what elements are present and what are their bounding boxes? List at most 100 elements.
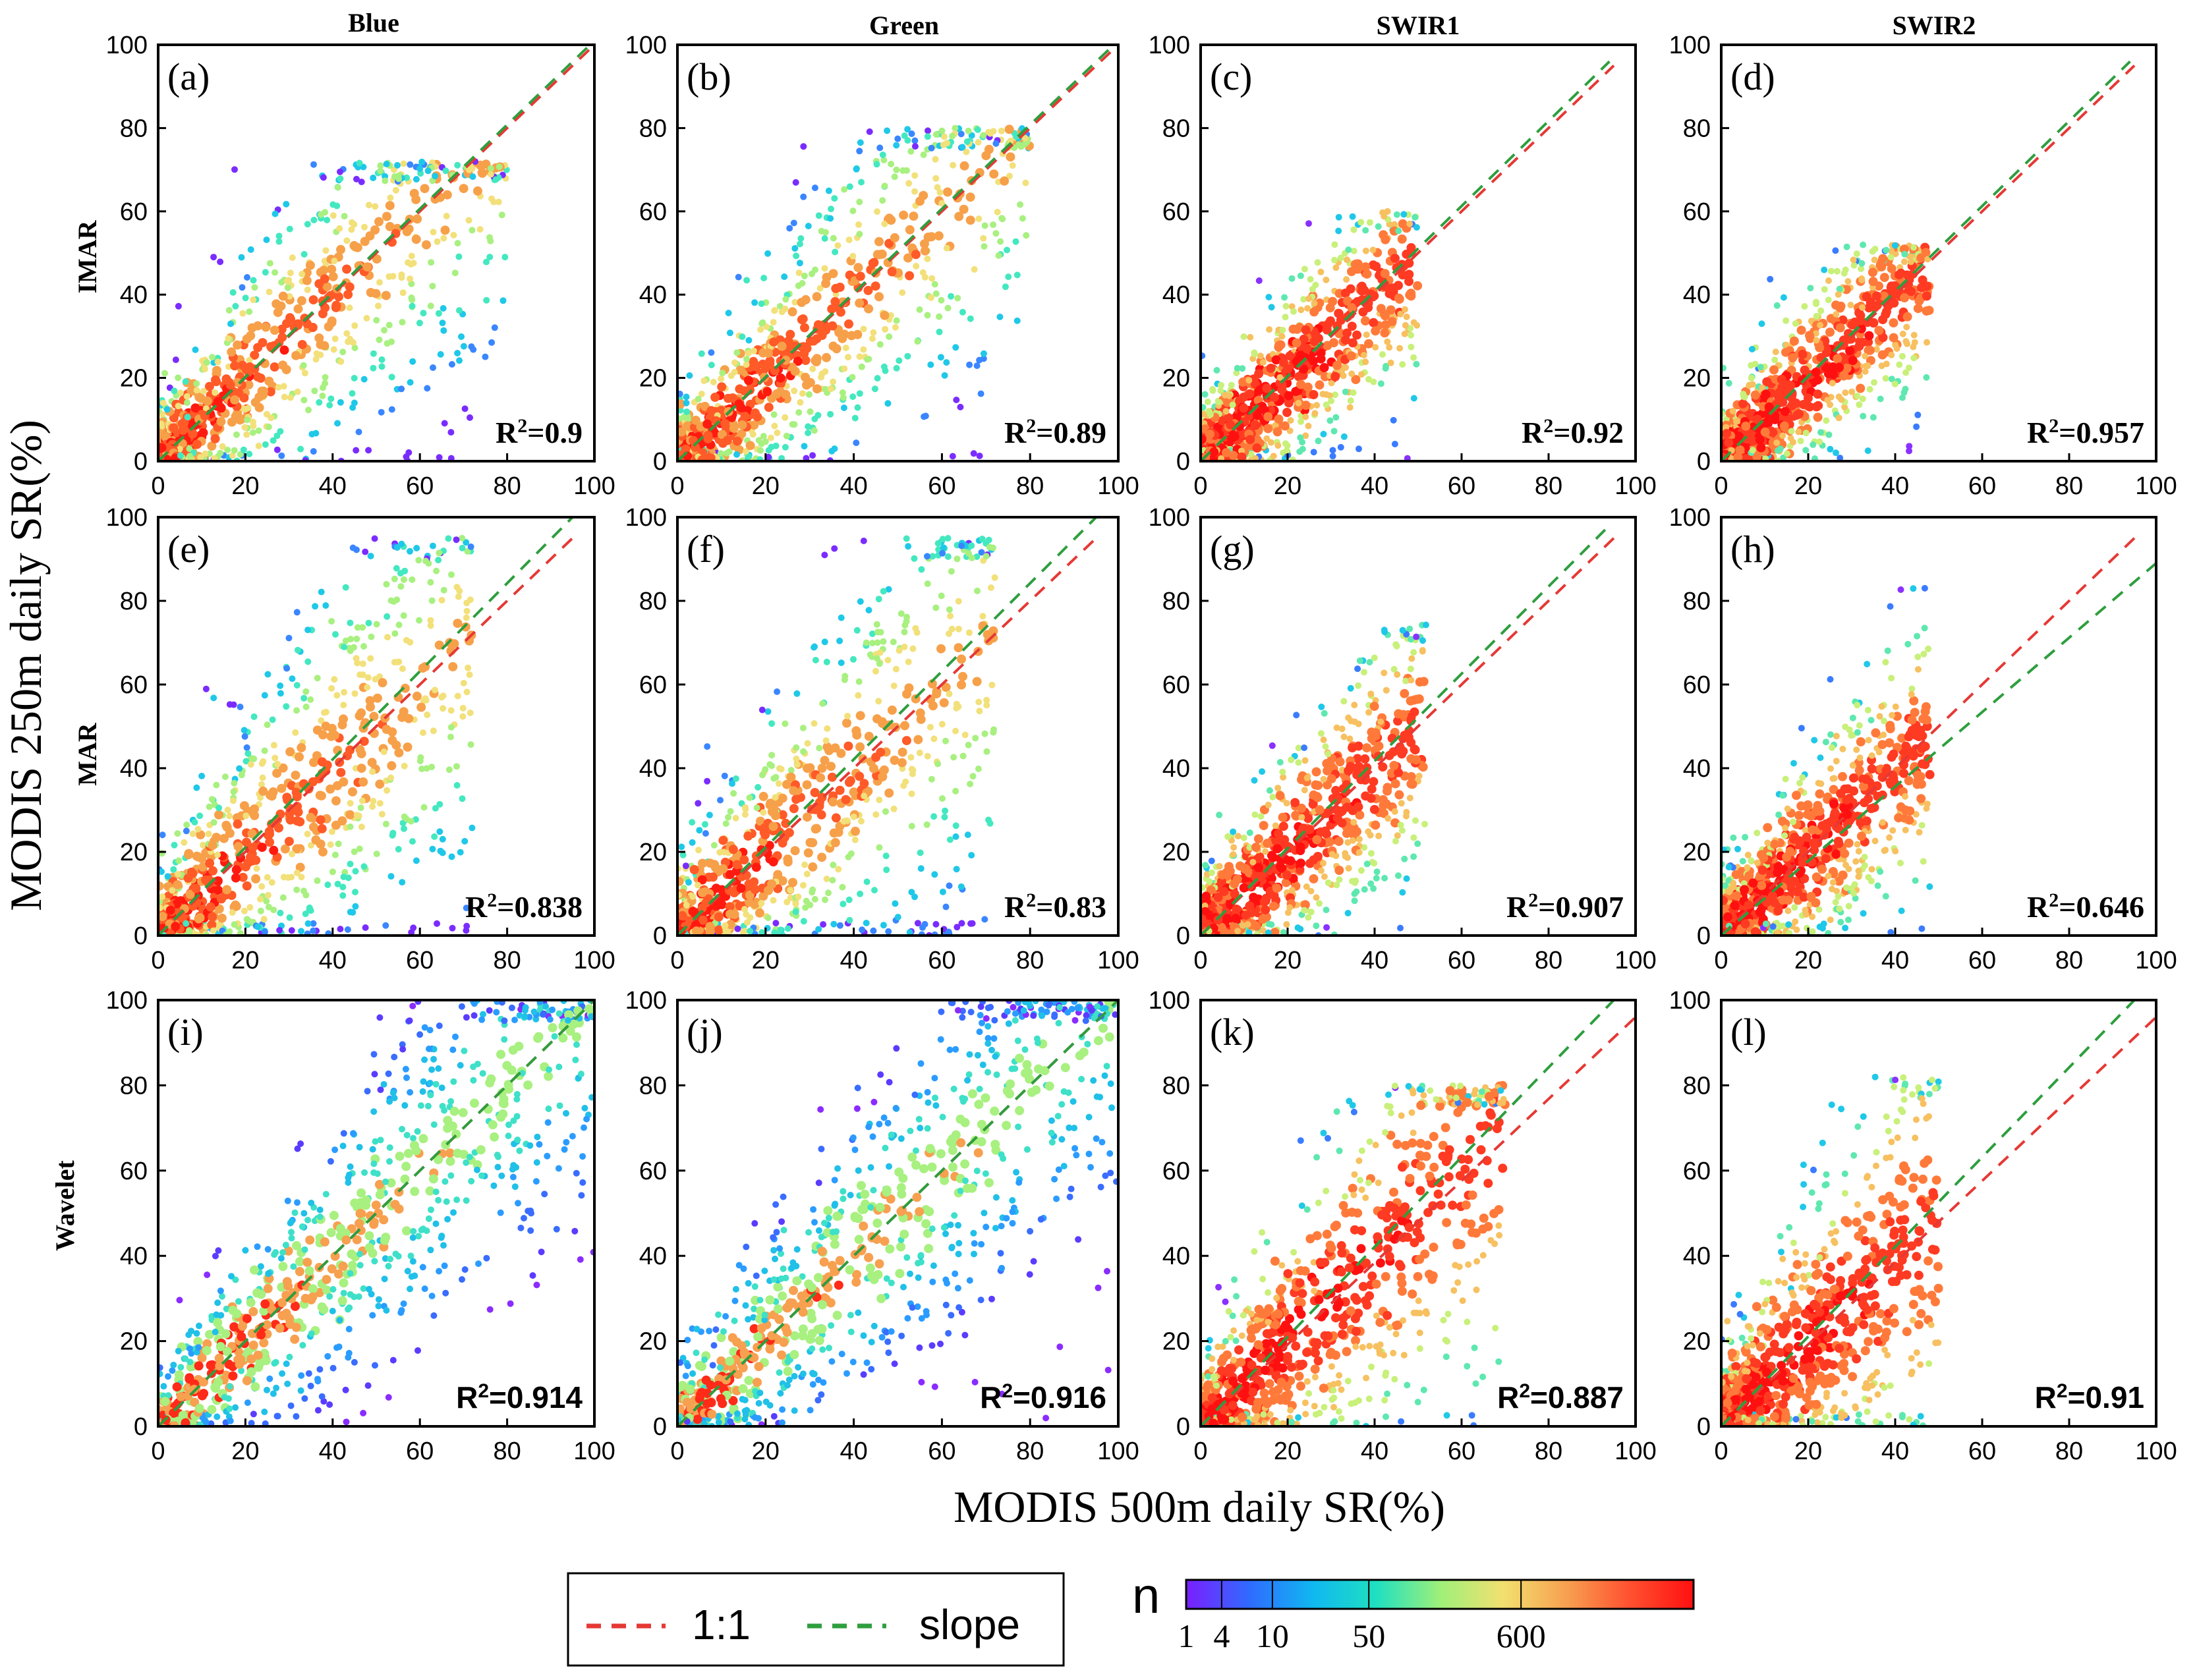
density-point [244,380,254,389]
density-point [1762,455,1769,461]
density-point [1361,316,1370,325]
density-point [436,828,443,835]
density-point [254,403,264,412]
density-point [768,443,775,451]
density-point [782,779,791,789]
density-point [1288,303,1296,310]
density-point [1263,435,1270,442]
density-point [782,720,789,727]
density-point [908,790,915,797]
density-point [904,352,911,360]
density-point [830,235,837,242]
density-point [911,143,919,150]
density-point [352,868,359,875]
density-point [377,162,384,169]
density-point [936,328,943,335]
density-point [385,221,395,231]
density-point [856,148,863,155]
density-point [743,448,750,455]
density-point [443,213,450,219]
density-point [329,201,337,208]
density-point [1204,399,1211,405]
density-point [385,201,395,211]
density-point [304,286,311,293]
density-point [1906,447,1912,455]
density-point [764,250,772,257]
density-point [278,291,288,301]
density-point [1831,300,1840,310]
density-point [1397,234,1407,244]
density-point [803,455,810,461]
density-point [472,186,482,196]
density-point [894,135,901,142]
density-point [1871,291,1881,301]
density-point [298,874,305,881]
density-point [359,660,366,667]
density-point [1268,304,1275,311]
density-point [914,920,921,927]
y-axis-label: MODIS 250m daily SR(%) [1,420,51,911]
density-point [282,793,292,802]
density-point [336,225,343,232]
density-point [242,881,252,891]
density-point [348,226,355,233]
density-point [1201,404,1207,411]
density-point [717,382,727,392]
density-point [791,245,799,252]
density-point [942,903,950,910]
density-point [331,820,341,830]
density-point [793,690,801,697]
density-point [355,428,362,435]
density-point [990,726,997,733]
density-point [876,144,884,152]
density-point [890,638,897,646]
density-point [1813,389,1823,399]
density-point [1226,420,1236,430]
density-point [1346,404,1354,411]
density-point [1899,244,1909,254]
density-point [1812,330,1819,337]
density-point [1784,450,1790,457]
density-point [242,334,252,344]
density-point [334,420,341,427]
density-point [1905,364,1912,372]
density-point [1812,402,1821,412]
density-point [337,358,345,365]
density-point [1361,262,1371,272]
density-point [771,307,778,314]
density-point [950,754,957,761]
density-point [368,633,375,640]
density-point [934,231,944,240]
density-point [776,387,785,397]
density-point [288,874,295,881]
density-point [737,420,747,430]
density-point [378,356,385,363]
density-point [988,681,996,688]
density-point [760,809,767,816]
density-point [1821,286,1828,293]
density-point [905,225,915,235]
density-point [939,536,946,543]
density-point [1276,374,1284,381]
density-point [1335,227,1342,235]
density-point [943,244,950,252]
density-point [1748,374,1755,381]
density-point [1280,421,1290,431]
density-point [311,387,318,395]
density-point [1871,256,1878,264]
density-point [932,131,940,138]
density-point [1332,264,1340,271]
density-point [427,302,434,310]
density-point [812,292,822,302]
density-point [771,422,778,430]
density-point [1384,208,1391,215]
density-point [254,392,264,402]
density-point [1875,260,1885,270]
density-point [909,211,919,221]
density-point [1393,211,1400,218]
density-point [231,447,238,454]
density-point [264,671,271,678]
density-point [351,848,358,855]
density-point [1309,356,1319,366]
